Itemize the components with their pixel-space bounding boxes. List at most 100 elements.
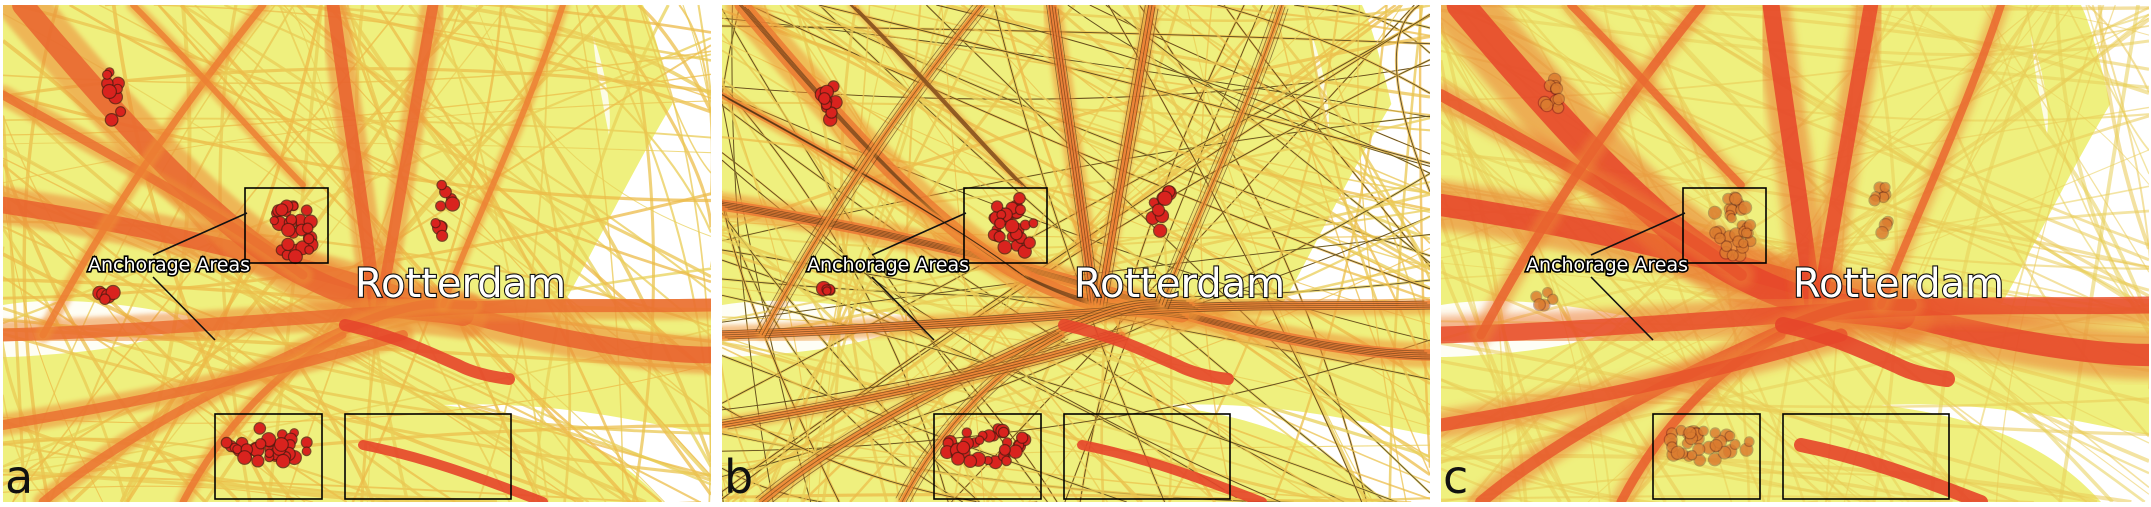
trajectory-line: [408, 5, 711, 468]
panel-letter: c: [1443, 450, 1468, 502]
anchorage-point: [437, 230, 447, 241]
lane-strand: [1051, 5, 1095, 306]
trajectory-edge-line: [722, 212, 980, 502]
trajectory-line: [1441, 452, 1622, 502]
shipping-lanes: [722, 5, 1430, 502]
lane-strand: [901, 334, 1063, 502]
lane-strand: [898, 332, 1060, 501]
trajectory-line: [1441, 471, 2091, 502]
trajectory-line: [125, 5, 323, 502]
anchorage-point: [1709, 206, 1721, 219]
anchorage-point: [1727, 214, 1736, 223]
trajectory-line: [722, 421, 1412, 502]
trajectory-edge-line: [926, 5, 1430, 494]
anchorage-point: [1740, 444, 1753, 456]
anchorage-point: [995, 218, 1005, 229]
harbour-land: [1881, 404, 2149, 502]
anchorage-point: [437, 181, 446, 190]
anchorage-point: [1009, 445, 1022, 458]
lane-strand: [766, 305, 1196, 502]
lane-core: [1811, 5, 1879, 313]
anchorage-point: [1878, 192, 1889, 202]
anchorage-point: [1551, 83, 1562, 94]
lane-strand: [1155, 5, 1276, 302]
lane-core: [440, 5, 566, 308]
lane-core: [1762, 5, 1822, 314]
anchorage-point: [1709, 453, 1721, 466]
callout-line-south: [152, 276, 216, 341]
trajectory-line: [786, 5, 871, 502]
lane-strand: [1105, 8, 1159, 310]
trajectory-edge-line: [722, 5, 741, 502]
shipping-lanes: [3, 5, 711, 502]
anchorage-point: [265, 449, 273, 457]
anchorage-point: [270, 217, 278, 225]
trajectory-line: [224, 5, 711, 293]
anchorage-point: [1002, 456, 1011, 465]
trajectory-line: [157, 5, 663, 502]
anchorage-point: [1730, 440, 1740, 449]
callout-line-north: [1590, 212, 1686, 256]
anchorage-point: [1021, 220, 1030, 230]
trajectory-line: [1303, 5, 1430, 423]
trajectory-line: [952, 5, 1171, 502]
anchorage-point: [303, 223, 313, 233]
anchorage-box-south: [933, 413, 1042, 500]
trajectory-line: [179, 5, 632, 502]
anchorage-point: [1017, 432, 1028, 443]
anchorage-point: [992, 201, 1003, 212]
trajectory-line: [3, 192, 430, 502]
trajectory-line: [1125, 5, 1368, 502]
anchorage-point: [1718, 446, 1731, 459]
harbour-channel-line: [358, 440, 548, 502]
trajectory-edge-line: [722, 259, 1244, 502]
lane-strand: [895, 330, 1057, 499]
callout-lines: [1590, 212, 1686, 341]
anchorage-point: [1534, 299, 1545, 310]
lane-strand: [761, 303, 1193, 502]
port-channel-line: [1775, 317, 1955, 387]
anchorage-point: [233, 445, 242, 454]
anchorage-point: [238, 451, 251, 464]
anchorage-point: [277, 455, 290, 468]
city-label: Rotterdam: [355, 261, 566, 307]
lane-strand: [1102, 6, 1156, 308]
anchorage-point: [984, 457, 992, 464]
callout-line-south: [1590, 276, 1654, 341]
trajectory-edge-line: [1223, 5, 1430, 267]
port-channel: [1058, 319, 1267, 502]
trajectory-line: [1388, 5, 1424, 502]
anchorage-point: [998, 241, 1011, 254]
lane-strand: [1158, 5, 1279, 304]
trajectory-line: [1357, 5, 1407, 502]
trajectory-line: [341, 5, 711, 480]
anchorage-point: [999, 427, 1009, 437]
trajectory-line: [158, 5, 607, 502]
anchorage-point: [305, 246, 313, 254]
panel-letter: b: [724, 450, 753, 502]
anchorage-point: [1739, 239, 1748, 248]
anchorage-box-south: [1652, 413, 1761, 500]
trajectory-line: [351, 5, 503, 502]
lane-strand: [727, 308, 1430, 340]
anchorage-box-north: [1682, 187, 1767, 264]
trajectory-line: [1958, 5, 2105, 502]
lane-strand: [1161, 5, 1283, 306]
trajectory-line: [153, 5, 711, 99]
lane-strand: [1054, 6, 1098, 308]
trajectory-map-a: Anchorage Areas Rotterdam a: [3, 5, 711, 502]
anchorage-point: [252, 455, 264, 467]
trajectory-line: [531, 5, 670, 502]
trajectory-line: [586, 5, 711, 454]
anchorage-point: [275, 438, 288, 451]
lane-core: [1877, 5, 2005, 309]
lane-strand: [722, 334, 1123, 426]
anchorage-point: [256, 439, 266, 449]
trajectory-edge-line: [722, 15, 1430, 404]
trajectory-line: [1418, 5, 1430, 468]
anchorage-point: [1029, 219, 1038, 227]
trajectory-map-b: Anchorage Areas Rotterdam b: [722, 5, 1430, 502]
trajectory-edge-line: [1294, 5, 1430, 29]
lane-core: [38, 299, 478, 502]
harbour-box: [344, 413, 512, 500]
